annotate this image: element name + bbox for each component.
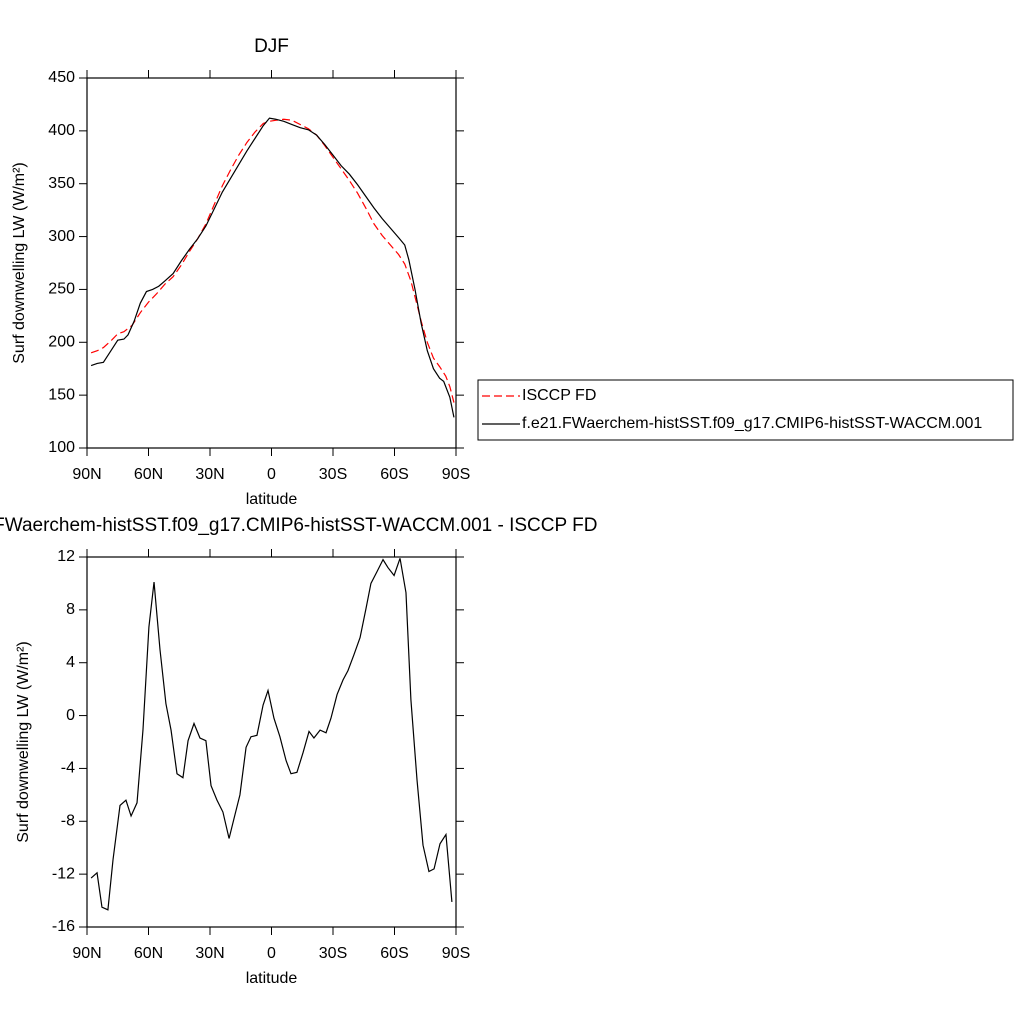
legend-label: ISCCP FD xyxy=(522,387,596,404)
x-tick-label: 60N xyxy=(134,945,163,962)
x-tick-label: 60S xyxy=(380,466,408,483)
y-axis-label: Surf downwelling LW (W/m²) xyxy=(11,162,28,364)
data-line xyxy=(90,118,455,403)
x-axis-label: latitude xyxy=(246,970,298,987)
x-tick-label: 90N xyxy=(72,945,101,962)
data-line xyxy=(90,558,453,911)
y-tick-label: -16 xyxy=(52,918,75,935)
y-tick-label: -8 xyxy=(61,813,75,830)
y-tick-label: 450 xyxy=(48,69,75,86)
legend-box xyxy=(477,379,1014,441)
y-tick-label: 300 xyxy=(48,228,75,245)
legend-label: f.e21.FWaerchem-histSST.f09_g17.CMIP6-hi… xyxy=(522,415,982,432)
x-tick-label: 0 xyxy=(267,466,276,483)
y-tick-label: 0 xyxy=(66,707,75,724)
x-tick-label: 60N xyxy=(134,466,163,483)
y-tick-label: -12 xyxy=(52,865,75,882)
y-tick-label: 4 xyxy=(66,654,75,671)
x-axis-label: latitude xyxy=(246,491,298,508)
y-tick-label: 400 xyxy=(48,122,75,139)
x-tick-label: 90N xyxy=(72,466,101,483)
x-tick-label: 30N xyxy=(195,945,224,962)
data-line xyxy=(90,117,455,418)
x-tick-label: 30N xyxy=(195,466,224,483)
y-tick-label: 100 xyxy=(48,439,75,456)
chart-title: f.e21.FWaerchem-histSST.f09_g17.CMIP6-hi… xyxy=(0,515,597,536)
y-axis-label: Surf downwelling LW (W/m²) xyxy=(15,641,32,843)
x-tick-label: 0 xyxy=(267,945,276,962)
y-tick-label: 8 xyxy=(66,601,75,618)
y-tick-label: -4 xyxy=(61,760,75,777)
x-tick-label: 90S xyxy=(442,945,470,962)
x-tick-label: 60S xyxy=(380,945,408,962)
x-tick-label: 90S xyxy=(442,466,470,483)
x-tick-label: 30S xyxy=(319,466,347,483)
y-tick-label: 12 xyxy=(57,548,75,565)
y-tick-label: 200 xyxy=(48,334,75,351)
y-tick-label: 150 xyxy=(48,386,75,403)
y-tick-label: 250 xyxy=(48,281,75,298)
plot-frame xyxy=(86,77,457,449)
chart-title: DJF xyxy=(254,36,289,57)
x-tick-label: 30S xyxy=(319,945,347,962)
plot-frame xyxy=(86,556,457,928)
y-tick-label: 350 xyxy=(48,175,75,192)
